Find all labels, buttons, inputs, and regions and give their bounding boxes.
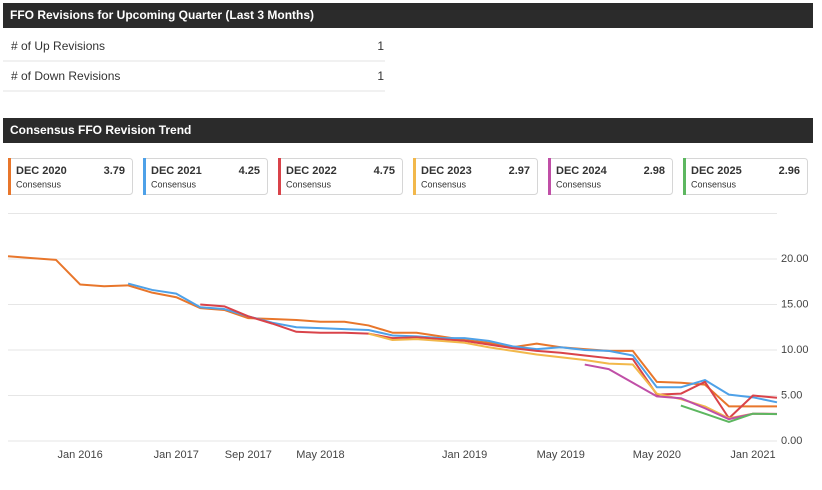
- legend-sublabel: Consensus: [691, 179, 737, 189]
- x-tick-label: Jan 2019: [442, 449, 487, 461]
- legend-swatch: [278, 158, 281, 195]
- series-line: [200, 303, 778, 420]
- y-tick-label: 5.00: [781, 389, 802, 401]
- x-tick-label: Jan 2021: [730, 449, 775, 461]
- panel-title: FFO Revisions for Upcoming Quarter (Last…: [10, 8, 314, 22]
- series-line: [584, 363, 778, 421]
- y-tick-label: 10.00: [781, 344, 809, 356]
- row-value: 1: [377, 69, 384, 83]
- legend-swatch: [683, 158, 686, 195]
- legend-value: 3.79: [104, 165, 125, 177]
- legend-sublabel: Consensus: [286, 179, 332, 189]
- row-value: 1: [377, 39, 384, 53]
- legend-value: 2.97: [509, 165, 530, 177]
- x-tick-label: May 2018: [296, 449, 344, 461]
- x-tick-label: Jan 2017: [154, 449, 199, 461]
- legend-sublabel: Consensus: [151, 179, 197, 189]
- series-line: [680, 404, 778, 423]
- legend-name: DEC 2024: [556, 165, 608, 177]
- legend-swatch: [413, 158, 416, 195]
- y-tick-label: 20.00: [781, 253, 809, 265]
- legend-name: DEC 2023: [421, 165, 472, 177]
- legend-value: 4.75: [374, 165, 395, 177]
- x-tick-label: Sep 2017: [225, 449, 272, 461]
- x-tick-label: Jan 2016: [57, 449, 102, 461]
- series-line: [7, 255, 777, 408]
- legend-name: DEC 2022: [286, 165, 337, 177]
- x-tick-label: May 2020: [633, 449, 681, 461]
- y-tick-label: 0.00: [781, 435, 802, 447]
- legend-value: 2.96: [779, 165, 800, 177]
- legend-name: DEC 2021: [151, 165, 202, 177]
- legend-sublabel: Consensus: [556, 179, 602, 189]
- legend-sublabel: Consensus: [421, 179, 467, 189]
- header-bar: [3, 118, 813, 143]
- legend-value: 2.98: [644, 165, 665, 177]
- chart-title: Consensus FFO Revision Trend: [10, 123, 191, 137]
- legend-swatch: [143, 158, 146, 195]
- legend-swatch: [548, 158, 551, 195]
- row-label: # of Up Revisions: [11, 39, 105, 53]
- series-line: [368, 332, 778, 420]
- row-label: # of Down Revisions: [11, 69, 120, 83]
- x-tick-label: May 2019: [537, 449, 585, 461]
- legend-name: DEC 2020: [16, 165, 67, 177]
- y-tick-label: 15.00: [781, 298, 809, 310]
- header-bar: [3, 3, 813, 28]
- legend-value: 4.25: [239, 165, 260, 177]
- legend-swatch: [8, 158, 11, 195]
- series-line: [127, 282, 778, 404]
- legend-name: DEC 2025: [691, 165, 742, 177]
- legend-sublabel: Consensus: [16, 179, 62, 189]
